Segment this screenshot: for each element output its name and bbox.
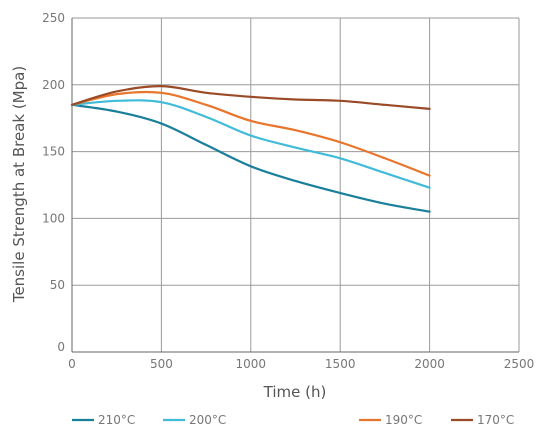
y-tick-label: 150 bbox=[42, 145, 65, 159]
series-line-190c bbox=[70, 90, 431, 177]
legend-item-170c: 170°C bbox=[451, 413, 514, 427]
series-lines bbox=[70, 85, 431, 213]
legend-label: 190°C bbox=[385, 413, 422, 427]
y-tick-label: 100 bbox=[42, 211, 65, 225]
y-tick-label: 200 bbox=[42, 78, 65, 92]
legend-label: 170°C bbox=[477, 413, 514, 427]
y-axis-title: Tensile Strength at Break (Mpa) bbox=[10, 66, 28, 303]
x-tick-label: 1500 bbox=[325, 357, 356, 371]
legend-item-210c: 210°C bbox=[72, 413, 135, 427]
x-tick-label: 2500 bbox=[504, 357, 535, 371]
x-axis-title: Time (h) bbox=[263, 383, 327, 401]
legend: 210°C 200°C 190°C 170°C bbox=[72, 413, 514, 427]
legend-item-190c: 190°C bbox=[359, 413, 422, 427]
x-tick-label: 500 bbox=[150, 357, 173, 371]
x-tick-label: 1000 bbox=[236, 357, 267, 371]
legend-item-200c: 200°C bbox=[163, 413, 226, 427]
grid bbox=[72, 17, 520, 352]
series-line-210c bbox=[70, 103, 431, 213]
axes bbox=[71, 18, 519, 353]
series-line-200c bbox=[70, 99, 431, 189]
x-tick-label: 0 bbox=[68, 357, 76, 371]
series-line-170c bbox=[70, 85, 431, 110]
legend-label: 210°C bbox=[98, 413, 135, 427]
y-tick-label: 50 bbox=[50, 278, 65, 292]
y-tick-label: 0 bbox=[57, 340, 65, 354]
legend-label: 200°C bbox=[189, 413, 226, 427]
x-tick-label: 2000 bbox=[414, 357, 445, 371]
y-tick-label: 250 bbox=[42, 11, 65, 25]
